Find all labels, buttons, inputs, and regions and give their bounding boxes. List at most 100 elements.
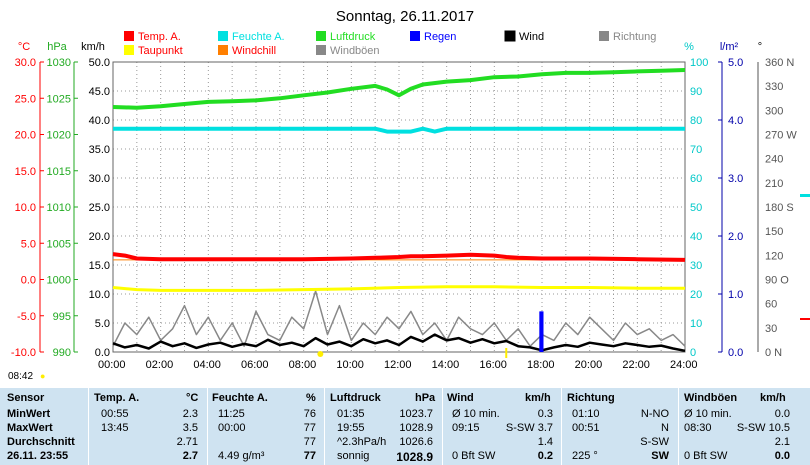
table-separator xyxy=(561,388,562,465)
time-label: 06:00 xyxy=(241,359,269,371)
series-line-windben xyxy=(112,290,686,347)
tick-pressure: 1005 xyxy=(47,238,71,250)
tick-rain: 0.0 xyxy=(728,347,743,359)
series-line-taupunkt xyxy=(112,285,685,292)
legend-swatch-windboen xyxy=(316,45,326,55)
table-cell-label: MaxWert xyxy=(7,422,53,434)
table-separator xyxy=(88,388,89,465)
stats-table: Sensor Temp. A. °C Feuchte A. % Luftdruc… xyxy=(0,388,810,465)
tick-humidity: 70 xyxy=(690,144,702,156)
tick-humidity: 0 xyxy=(690,347,696,359)
time-label: 14:00 xyxy=(431,359,460,371)
table-cell-label: Durchschnitt xyxy=(7,436,75,448)
time-axis-row: 00:00 02:00 04:00 06:00 08:00 10:00 12:00 14:00… xyxy=(0,359,810,388)
time-label: 08:00 xyxy=(288,359,317,371)
table-cell-temp-time: 13:45 xyxy=(101,422,129,434)
header-luftdruck-unit: hPa xyxy=(415,392,436,404)
tick-wind: 15.0 xyxy=(89,260,110,272)
table-cell-temp-val: 2.71 xyxy=(176,436,198,448)
tick-direction: 360 N xyxy=(765,57,794,69)
header-richtung: Richtung xyxy=(567,392,615,404)
table-cell-boen-val: S-SW 10.5 xyxy=(736,422,790,434)
table-cell-boen-time: Ø 10 min. xyxy=(684,408,732,420)
table-cell-wind-time: Ø 10 min. xyxy=(452,408,500,420)
tick-humidity: 90 xyxy=(690,86,702,98)
axis-unit-rain: l/m² xyxy=(720,41,739,53)
tick-pressure: 1030 xyxy=(47,57,71,69)
tick-humidity: 10 xyxy=(690,318,702,330)
table-cell-wind-val: S-SW 3.7 xyxy=(505,422,553,434)
tick-pressure: 1020 xyxy=(47,130,71,142)
axis-unit-temp: °C xyxy=(18,41,30,53)
table-separator xyxy=(442,388,443,465)
sun-icon: ● xyxy=(40,371,46,381)
tick-wind: 25.0 xyxy=(89,202,110,214)
tick-wind: 5.0 xyxy=(95,318,110,330)
table-cell-feuchte-time: 4.49 g/m³ xyxy=(218,450,265,462)
legend-label-regen: Regen xyxy=(424,31,456,43)
tick-pressure: 995 xyxy=(53,311,71,323)
legend-swatch-taupunkt xyxy=(124,45,134,55)
sunrise-marker xyxy=(317,351,324,357)
series-line-wind xyxy=(112,333,686,353)
table-cell-druck-time: sonnig xyxy=(337,450,370,462)
legend-label-feuchte: Feuchte A. xyxy=(232,31,285,43)
tick-wind: 50.0 xyxy=(89,57,110,69)
table-separator xyxy=(324,388,325,465)
table-cell-feuchte-val: 77 xyxy=(303,436,316,448)
table-cell-richt-time: 01:10 xyxy=(572,408,600,420)
header-temp-unit: °C xyxy=(186,392,199,404)
tick-humidity: 20 xyxy=(690,289,702,301)
time-label: 20:00 xyxy=(574,359,603,371)
tick-pressure: 1010 xyxy=(47,202,71,214)
tick-humidity: 60 xyxy=(690,173,702,185)
tick-rain: 4.0 xyxy=(728,115,743,127)
tick-direction: 120 xyxy=(765,250,783,262)
table-cell-richt-val: N-NO xyxy=(640,408,669,420)
axis-unit-pressure: hPa xyxy=(47,41,67,53)
tick-direction: 240 xyxy=(765,154,783,166)
time-label: 12:00 xyxy=(384,359,412,371)
header-windboen: Windböen xyxy=(684,392,738,404)
table-cell-druck-time: 01:35 xyxy=(337,408,365,420)
tick-temp: 25.0 xyxy=(15,93,36,105)
table-cell-feuchte-time: 00:00 xyxy=(218,422,246,434)
tick-rain: 5.0 xyxy=(728,57,743,69)
tick-temp: 20.0 xyxy=(15,130,36,142)
table-cell-richt-time: 00:51 xyxy=(572,422,600,434)
table-cell-temp-time: 00:55 xyxy=(101,408,129,420)
table-cell-boen-time: 0 Bft SW xyxy=(684,450,728,462)
legend-label-luftdruck: Luftdruck xyxy=(330,31,376,43)
tick-wind: 0.0 xyxy=(95,347,110,359)
table-cell-feuchte-val: 77 xyxy=(303,422,316,434)
table-cell-richt-time: 225 ° xyxy=(572,450,598,462)
tick-rain: 2.0 xyxy=(728,231,743,243)
plot-frame xyxy=(112,61,686,353)
time-label: 24:00 xyxy=(670,359,698,371)
tick-direction: 180 S xyxy=(765,202,794,214)
tick-temp: -10.0 xyxy=(11,347,36,359)
tick-humidity: 30 xyxy=(690,260,702,272)
tick-temp: -5.0 xyxy=(17,311,36,323)
table-cell-richt-val: N xyxy=(661,422,669,434)
time-label: 10:00 xyxy=(336,359,364,371)
table-cell-druck-val: 1028.9 xyxy=(396,450,433,464)
series-line-luftdruck xyxy=(112,68,686,110)
header-temp: Temp. A. xyxy=(94,392,140,404)
sunrise-time: 08:42 xyxy=(8,371,34,382)
current-humidity-marker xyxy=(800,194,810,197)
axis-unit-wind: km/h xyxy=(81,41,105,53)
time-label: 04:00 xyxy=(193,359,221,371)
current-temp-marker xyxy=(800,318,810,320)
legend-swatch-feuchte xyxy=(218,31,228,41)
legend-label-richtung: Richtung xyxy=(613,31,656,43)
table-separator xyxy=(678,388,679,465)
tick-direction: 330 xyxy=(765,81,783,93)
time-label: 16:00 xyxy=(479,359,507,371)
table-cell-label: 26.11. 23:55 xyxy=(7,450,69,462)
tick-wind: 40.0 xyxy=(89,115,110,127)
header-luftdruck: Luftdruck xyxy=(330,392,381,404)
legend-label-wind: Wind xyxy=(519,31,544,43)
table-cell-richt-val: SW xyxy=(651,450,669,462)
header-feuchte-unit: % xyxy=(306,392,316,404)
